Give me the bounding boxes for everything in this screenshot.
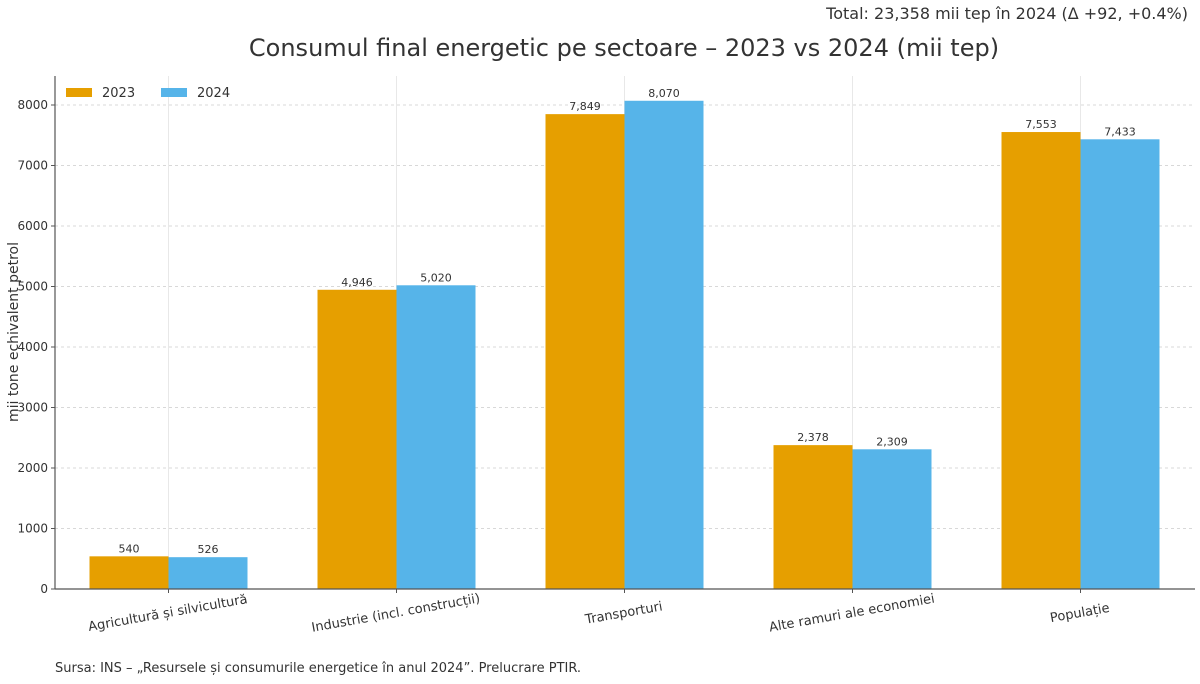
bar-2024: [396, 285, 476, 589]
y-axis-label: mii tone echivalent petrol: [6, 242, 22, 422]
data-label: 2,378: [797, 431, 829, 444]
data-label: 4,946: [341, 276, 373, 289]
y-tick-label: 4000: [17, 340, 48, 354]
x-tick-label: Transporturi: [583, 599, 664, 628]
bar-2023: [773, 445, 853, 589]
x-ticks: Agricultură și silvicultură Industrie (in…: [87, 589, 1111, 636]
chart-title: Consumul final energetic pe sectoare – 2…: [248, 34, 1000, 62]
x-tick-label: Populație: [1049, 601, 1111, 626]
y-ticks: 0 1000 2000 3000 4000 5000 6000 7000 8000: [17, 98, 55, 596]
y-tick-label: 6000: [17, 219, 48, 233]
data-label: 2,309: [876, 435, 908, 448]
bar-2024: [1080, 139, 1160, 589]
x-tick-label: Alte ramuri ale economiei: [768, 592, 936, 636]
y-tick-label: 5000: [17, 280, 48, 294]
y-tick-label: 2000: [17, 461, 48, 475]
x-tick-label: Agricultură și silvicultură: [87, 592, 249, 635]
data-label: 5,020: [420, 271, 452, 284]
x-tick-label: Industrie (incl. construcții): [310, 591, 481, 635]
bar-2023: [1001, 132, 1081, 589]
y-tick-label: 1000: [17, 522, 48, 536]
legend-label-2024: 2024: [197, 86, 230, 101]
bar-2023: [317, 289, 397, 589]
data-label: 540: [119, 542, 140, 555]
bar-2023: [545, 114, 625, 589]
bar-2024: [852, 449, 932, 589]
y-tick-label: 7000: [17, 159, 48, 173]
data-label: 7,553: [1025, 118, 1057, 131]
source-note: Sursa: INS – „Resursele și consumurile e…: [55, 661, 582, 676]
bar-2024: [624, 100, 704, 589]
legend-label-2023: 2023: [102, 86, 135, 101]
legend: 2023 2024: [66, 86, 230, 101]
data-label: 526: [198, 543, 219, 556]
bars: [89, 100, 1160, 589]
data-labels: 540 4,946 7,849 2,378 7,553 526 5,020 8,070 2,30…: [119, 87, 1136, 556]
data-label: 7,433: [1104, 125, 1136, 138]
legend-swatch-2023: [66, 88, 92, 97]
y-tick-label: 0: [40, 582, 48, 596]
y-tick-label: 3000: [17, 401, 48, 415]
y-tick-label: 8000: [17, 98, 48, 112]
bar-2023: [89, 556, 169, 589]
total-summary: Total: 23,358 mii tep în 2024 (Δ +92, +0…: [826, 4, 1188, 23]
bar-2024: [168, 557, 248, 589]
data-label: 8,070: [648, 87, 680, 100]
data-label: 7,849: [569, 100, 601, 113]
legend-swatch-2024: [161, 88, 187, 97]
